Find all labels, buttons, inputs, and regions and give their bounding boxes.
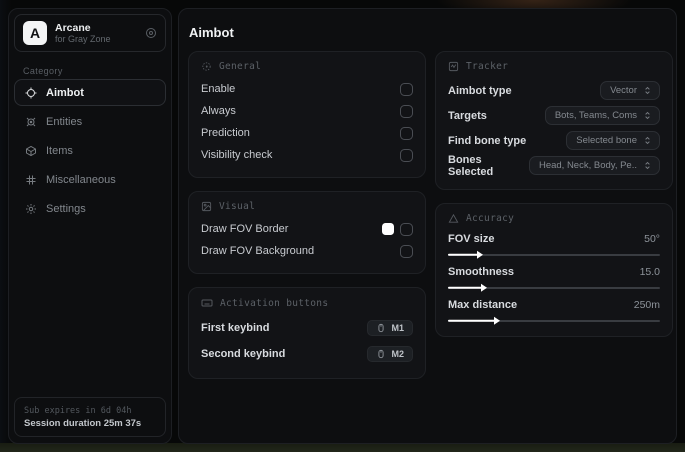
triangle-icon bbox=[448, 213, 459, 224]
sidebar-item-items[interactable]: Items bbox=[14, 137, 166, 164]
second-keybind-value: M2 bbox=[391, 349, 404, 359]
mouse-icon bbox=[376, 323, 386, 333]
mouse-icon bbox=[376, 349, 386, 359]
aimbot-type-select[interactable]: Vector bbox=[600, 81, 660, 100]
setting-row-find-bone-type: Find bone type Selected bone bbox=[448, 128, 660, 153]
sidebar-item-aimbot[interactable]: Aimbot bbox=[14, 79, 166, 106]
max-distance-slider[interactable] bbox=[448, 316, 660, 325]
unfold-icon bbox=[643, 111, 652, 120]
general-card: General Enable Always Prediction Visibil… bbox=[188, 51, 426, 178]
bones-selected-select[interactable]: Head, Neck, Body, Pe.. bbox=[528, 156, 660, 175]
max-distance-slider-group: Max distance 250m bbox=[448, 296, 660, 325]
setting-row-visibility-check: Visibility check bbox=[201, 144, 413, 166]
bones-selected-value: Head, Neck, Body, Pe.. bbox=[538, 160, 637, 171]
setting-row-aimbot-type: Aimbot type Vector bbox=[448, 78, 660, 103]
accuracy-card: Accuracy FOV size 50° Smoothness 15.0 bbox=[435, 203, 673, 337]
gear-icon bbox=[25, 203, 37, 215]
always-checkbox[interactable] bbox=[400, 104, 413, 118]
header-settings-icon[interactable] bbox=[145, 27, 157, 39]
right-column: Tracker Aimbot type Vector Targets Bots,… bbox=[435, 51, 673, 337]
targets-select[interactable]: Bots, Teams, Coms bbox=[544, 106, 660, 125]
keyboard-icon bbox=[201, 297, 213, 309]
first-keybind-value: M1 bbox=[391, 323, 404, 333]
sidebar: A Arcane for Gray Zone Category Aimbot E… bbox=[8, 8, 172, 444]
second-keybind-button[interactable]: M2 bbox=[367, 346, 413, 362]
fov-size-value: 50° bbox=[644, 233, 660, 245]
setting-row-draw-fov-border: Draw FOV Border bbox=[201, 218, 413, 240]
setting-row-bones-selected: Bones Selected Head, Neck, Body, Pe.. bbox=[448, 153, 660, 178]
visual-card: Visual Draw FOV Border Draw FOV Backgrou… bbox=[188, 191, 426, 274]
sidebar-item-entities[interactable]: Entities bbox=[14, 108, 166, 135]
fov-size-slider-group: FOV size 50° bbox=[448, 230, 660, 259]
app-logo: A bbox=[23, 21, 47, 45]
tracker-card: Tracker Aimbot type Vector Targets Bots,… bbox=[435, 51, 673, 190]
sidebar-item-settings[interactable]: Settings bbox=[14, 195, 166, 222]
setting-row-always: Always bbox=[201, 100, 413, 122]
app-header: A Arcane for Gray Zone bbox=[14, 14, 166, 52]
slider-fill bbox=[448, 286, 482, 289]
misc-icon bbox=[25, 174, 37, 186]
visual-card-title: Visual bbox=[219, 201, 256, 212]
draw-fov-border-checkbox[interactable] bbox=[400, 222, 413, 236]
prediction-checkbox[interactable] bbox=[400, 126, 413, 140]
enable-checkbox[interactable] bbox=[400, 82, 413, 96]
find-bone-type-select[interactable]: Selected bone bbox=[566, 131, 660, 150]
sidebar-item-label: Settings bbox=[46, 202, 86, 215]
slider-fill bbox=[448, 319, 495, 322]
sidebar-item-label: Entities bbox=[46, 115, 83, 128]
crosshair-dotted-icon bbox=[201, 61, 212, 72]
main-panel: Aimbot General Enable Always Prediction bbox=[178, 8, 677, 444]
image-icon bbox=[201, 201, 212, 212]
setting-row-targets: Targets Bots, Teams, Coms bbox=[448, 103, 660, 128]
aimbot-type-value: Vector bbox=[610, 85, 637, 96]
page-title: Aimbot bbox=[189, 25, 234, 40]
sidebar-nav: Aimbot Entities Items Miscellaneous Sett… bbox=[14, 79, 166, 222]
unfold-icon bbox=[643, 161, 652, 170]
sidebar-item-miscellaneous[interactable]: Miscellaneous bbox=[14, 166, 166, 193]
accuracy-card-title: Accuracy bbox=[466, 213, 515, 224]
activation-card-title: Activation buttons bbox=[220, 297, 329, 309]
sidebar-item-label: Miscellaneous bbox=[46, 173, 116, 186]
first-keybind-button[interactable]: M1 bbox=[367, 320, 413, 336]
tracker-card-title: Tracker bbox=[466, 61, 509, 72]
left-column: General Enable Always Prediction Visibil… bbox=[188, 51, 426, 379]
category-label: Category bbox=[23, 66, 63, 76]
session-duration-text: Session duration 25m 37s bbox=[24, 417, 142, 429]
smoothness-value: 15.0 bbox=[639, 266, 660, 278]
entities-icon bbox=[25, 116, 37, 128]
app-subtitle: for Gray Zone bbox=[55, 33, 111, 44]
sub-expires-text: Sub expires in 6d 04h bbox=[24, 405, 132, 416]
targets-value: Bots, Teams, Coms bbox=[554, 110, 637, 121]
package-icon bbox=[25, 145, 37, 157]
sidebar-item-label: Aimbot bbox=[46, 86, 84, 99]
smoothness-slider[interactable] bbox=[448, 283, 660, 292]
setting-row-draw-fov-background: Draw FOV Background bbox=[201, 240, 413, 262]
find-bone-type-value: Selected bone bbox=[576, 135, 637, 146]
setting-row-second-keybind: Second keybind M2 bbox=[201, 341, 413, 367]
app-name: Arcane bbox=[55, 21, 91, 34]
draw-fov-background-checkbox[interactable] bbox=[400, 244, 413, 258]
subscription-info: Sub expires in 6d 04h Session duration 2… bbox=[14, 397, 166, 437]
setting-row-prediction: Prediction bbox=[201, 122, 413, 144]
activation-buttons-card: Activation buttons First keybind M1 Seco… bbox=[188, 287, 426, 379]
max-distance-value: 250m bbox=[633, 299, 660, 311]
unfold-icon bbox=[643, 86, 652, 95]
visibility-check-checkbox[interactable] bbox=[400, 148, 413, 162]
crosshair-icon bbox=[25, 87, 37, 99]
fov-border-color-swatch[interactable] bbox=[382, 223, 394, 235]
smoothness-slider-group: Smoothness 15.0 bbox=[448, 263, 660, 292]
unfold-icon bbox=[643, 136, 652, 145]
fov-size-slider[interactable] bbox=[448, 250, 660, 259]
setting-row-first-keybind: First keybind M1 bbox=[201, 315, 413, 341]
sidebar-item-label: Items bbox=[46, 144, 73, 157]
activity-icon bbox=[448, 61, 459, 72]
setting-row-enable: Enable bbox=[201, 78, 413, 100]
slider-fill bbox=[448, 253, 478, 256]
general-card-title: General bbox=[219, 61, 262, 72]
